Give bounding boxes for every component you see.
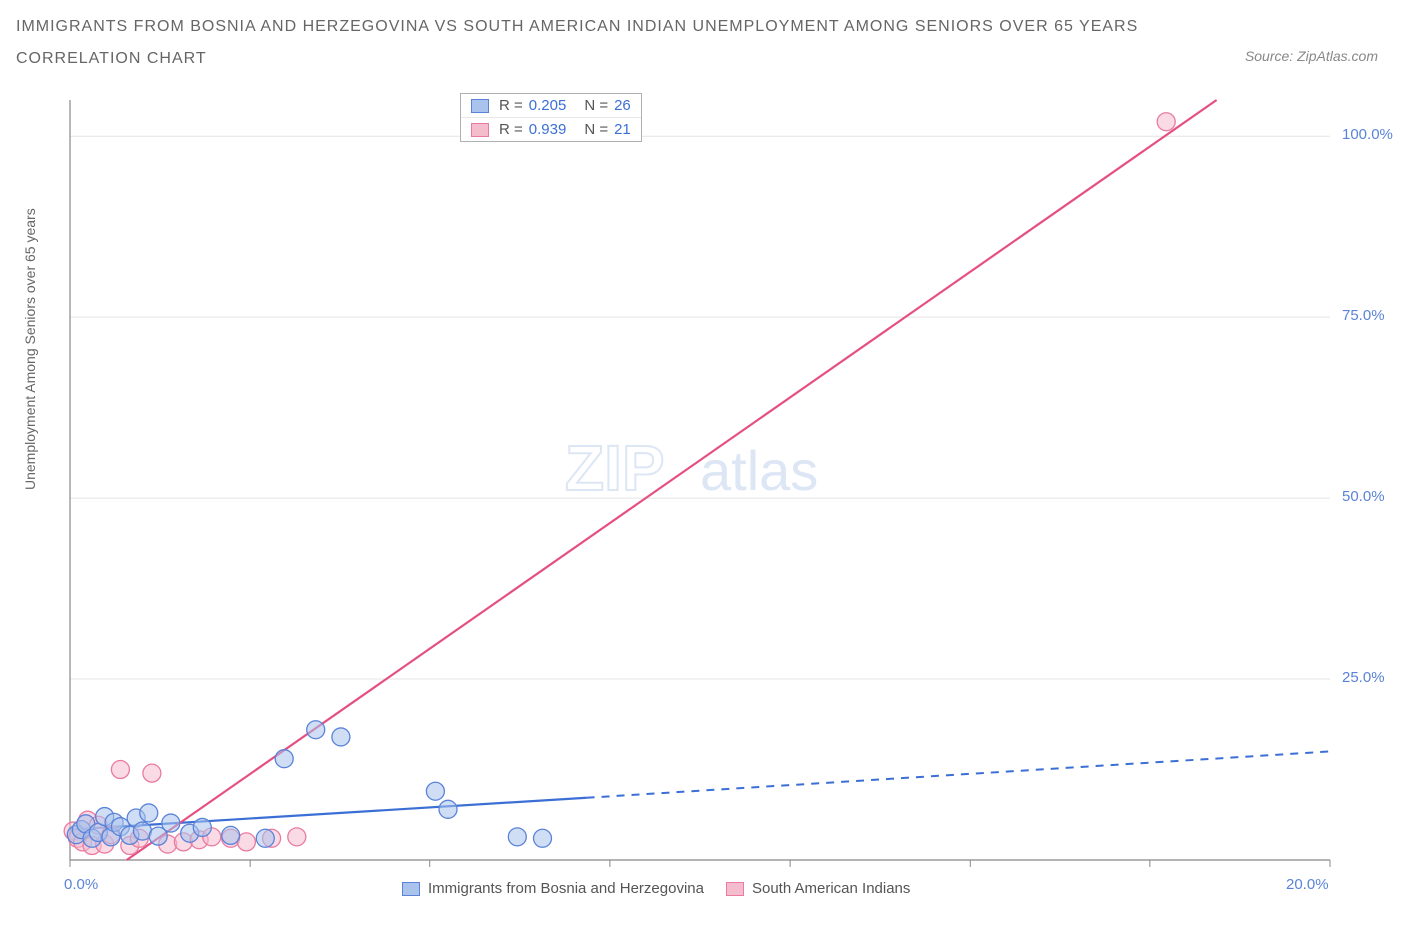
stats-r-label-2: R = [499,121,523,138]
y-tick-label: 25.0% [1342,669,1385,686]
stats-swatch-series2 [471,123,489,137]
stats-n-value-1: 26 [614,97,631,114]
stats-row-series2: R = 0.939 N = 21 [461,117,641,141]
legend-swatch-series2 [726,882,744,896]
chart-title-block: IMMIGRANTS FROM BOSNIA AND HERZEGOVINA V… [16,18,1138,68]
source-attribution: Source: ZipAtlas.com [1245,48,1378,64]
stats-swatch-series1 [471,99,489,113]
watermark-atlas: atlas [700,439,818,502]
chart-title-line2: CORRELATION CHART [16,50,1138,68]
y-tick-label: 50.0% [1342,488,1385,505]
y-axis-label: Unemployment Among Seniors over 65 years [22,208,38,490]
legend-label-series2: South American Indians [752,880,910,897]
y-tick-label: 75.0% [1342,307,1385,324]
y-tick-label: 100.0% [1342,126,1393,143]
x-tick-label: 20.0% [1286,876,1329,893]
x-tick-label: 0.0% [64,876,98,893]
stats-n-value-2: 21 [614,121,631,138]
correlation-stats-box: R = 0.205 N = 26 R = 0.939 N = 21 [460,93,642,142]
stats-n-label-1: N = [584,97,608,114]
stats-r-value-1: 0.205 [529,97,567,114]
stats-r-value-2: 0.939 [529,121,567,138]
watermark: ZIP atlas [565,430,885,515]
chart-title-line1: IMMIGRANTS FROM BOSNIA AND HERZEGOVINA V… [16,18,1138,36]
stats-n-label-2: N = [584,121,608,138]
legend-swatch-series1 [402,882,420,896]
x-axis-legend: Immigrants from Bosnia and Herzegovina S… [380,880,910,897]
stats-r-label-1: R = [499,97,523,114]
stats-row-series1: R = 0.205 N = 26 [461,94,641,117]
legend-label-series1: Immigrants from Bosnia and Herzegovina [428,880,704,897]
watermark-zip: ZIP [565,432,665,504]
